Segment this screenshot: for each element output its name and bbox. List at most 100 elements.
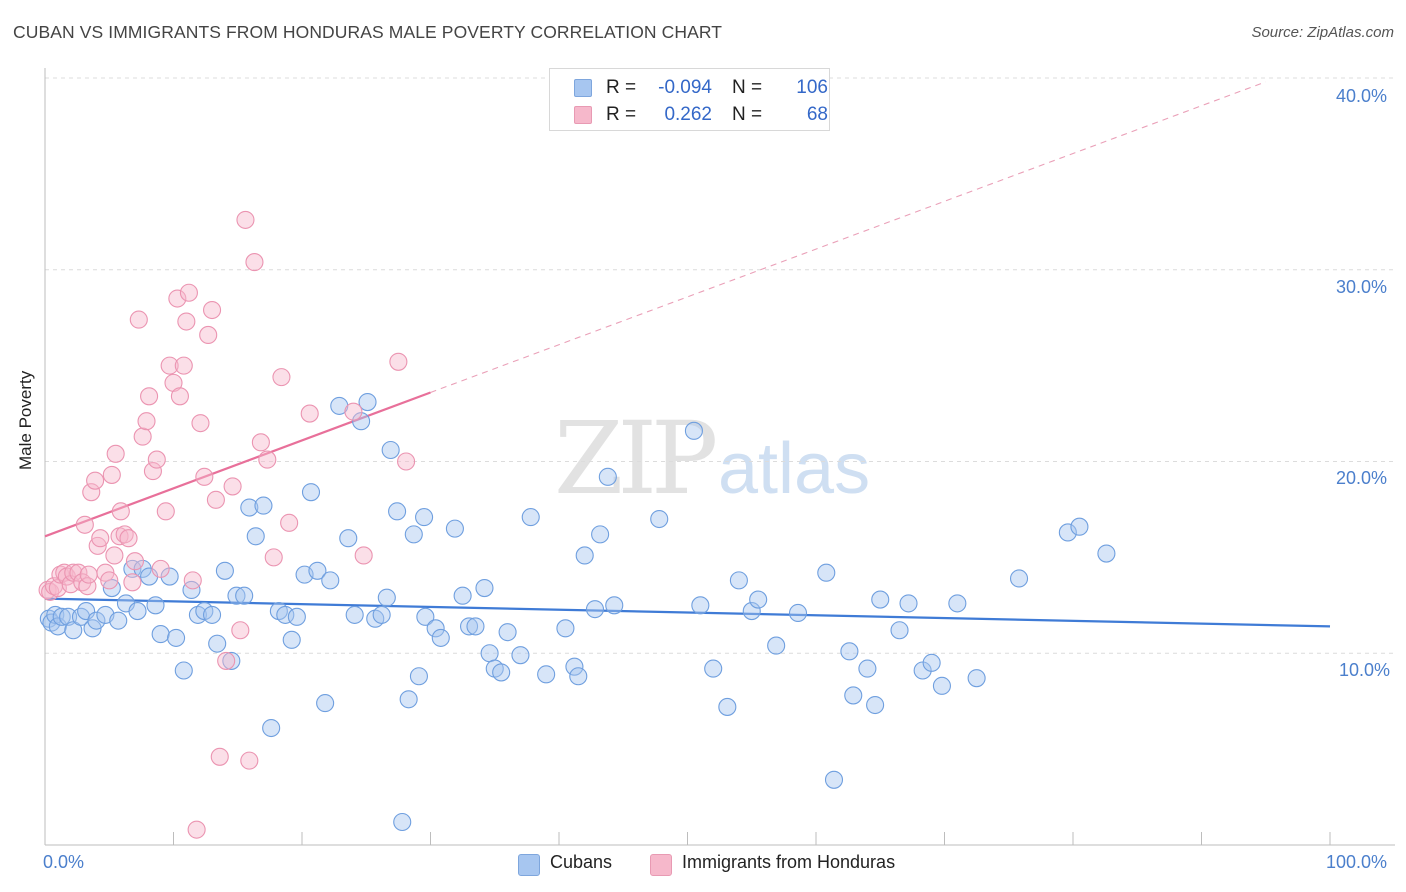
point-honduras bbox=[174, 356, 193, 375]
point-cubans bbox=[459, 617, 479, 636]
legend-r-label: R = bbox=[606, 104, 637, 125]
point-honduras bbox=[64, 563, 83, 582]
point-cubans bbox=[308, 561, 327, 580]
data-points bbox=[38, 210, 1116, 839]
point-cubans bbox=[182, 580, 201, 600]
point-cubans bbox=[301, 483, 321, 502]
point-cubans bbox=[240, 498, 259, 517]
correlation-legend: R = -0.094 N = 106 R = 0.262 N = 68 bbox=[549, 68, 830, 131]
point-honduras bbox=[160, 356, 179, 375]
point-cubans bbox=[475, 579, 494, 598]
point-cubans bbox=[321, 571, 340, 590]
point-cubans bbox=[1097, 544, 1116, 563]
point-honduras bbox=[125, 552, 144, 571]
point-cubans bbox=[345, 605, 364, 624]
point-cubans bbox=[684, 421, 703, 440]
point-honduras bbox=[140, 387, 159, 406]
point-honduras bbox=[258, 450, 277, 469]
series-cubans bbox=[39, 393, 1116, 832]
point-honduras bbox=[245, 253, 264, 272]
legend-n-value: 106 bbox=[796, 77, 828, 98]
point-cubans bbox=[109, 611, 128, 630]
point-honduras bbox=[102, 465, 121, 484]
watermark-atlas: atlas bbox=[718, 429, 871, 509]
bottom-legend-swatch-pink bbox=[650, 854, 672, 876]
point-honduras bbox=[223, 477, 242, 496]
point-cubans bbox=[71, 607, 91, 626]
point-cubans bbox=[399, 690, 418, 709]
point-cubans bbox=[372, 605, 391, 624]
point-honduras bbox=[129, 310, 148, 329]
y-tick-label-40: 40.0% bbox=[1336, 86, 1388, 106]
legend-r-value: -0.094 bbox=[658, 77, 712, 98]
point-cubans bbox=[316, 694, 335, 713]
point-cubans bbox=[426, 619, 445, 638]
point-cubans bbox=[844, 686, 863, 705]
point-honduras bbox=[123, 573, 142, 592]
point-honduras bbox=[231, 621, 250, 640]
point-cubans bbox=[174, 661, 193, 680]
point-cubans bbox=[948, 594, 967, 613]
point-cubans bbox=[416, 607, 435, 626]
point-cubans bbox=[767, 636, 786, 655]
point-honduras bbox=[168, 289, 187, 308]
point-cubans bbox=[287, 607, 306, 626]
point-honduras bbox=[137, 412, 156, 431]
point-cubans bbox=[466, 617, 485, 636]
point-cubans bbox=[1070, 517, 1089, 536]
point-cubans bbox=[59, 607, 78, 626]
y-tick-label-20: 20.0% bbox=[1336, 468, 1388, 488]
point-honduras bbox=[195, 467, 214, 486]
point-honduras bbox=[170, 387, 189, 406]
point-honduras bbox=[397, 452, 416, 471]
point-honduras bbox=[280, 513, 299, 532]
point-cubans bbox=[254, 496, 273, 515]
point-cubans bbox=[167, 628, 186, 647]
watermark-zip: ZIP bbox=[554, 400, 718, 517]
point-cubans bbox=[922, 653, 941, 672]
point-honduras bbox=[119, 529, 138, 548]
point-honduras bbox=[75, 515, 94, 534]
point-cubans bbox=[575, 546, 594, 565]
point-cubans bbox=[932, 676, 951, 695]
point-honduras bbox=[183, 571, 202, 590]
point-honduras bbox=[147, 450, 166, 469]
point-cubans bbox=[208, 634, 227, 653]
point-honduras bbox=[203, 300, 222, 320]
point-honduras bbox=[236, 210, 255, 229]
grid bbox=[45, 77, 1395, 654]
legend-swatch-pink bbox=[574, 106, 592, 124]
point-cubans bbox=[282, 630, 301, 649]
point-cubans bbox=[585, 600, 605, 619]
point-cubans bbox=[352, 412, 371, 431]
point-cubans bbox=[729, 571, 748, 590]
point-cubans bbox=[227, 586, 246, 605]
point-honduras bbox=[240, 751, 259, 770]
point-honduras bbox=[199, 325, 218, 344]
point-cubans bbox=[871, 590, 890, 609]
bottom-legend-label: Immigrants from Honduras bbox=[682, 852, 896, 872]
point-honduras bbox=[86, 471, 105, 490]
point-cubans bbox=[276, 605, 295, 624]
point-cubans bbox=[749, 590, 768, 609]
source-label: Source: ZipAtlas.com bbox=[1251, 24, 1394, 41]
point-cubans bbox=[967, 669, 986, 688]
point-honduras bbox=[100, 571, 119, 590]
legend-swatch-blue bbox=[574, 79, 592, 97]
trend-extension-honduras bbox=[430, 81, 1266, 393]
point-cubans bbox=[393, 812, 412, 832]
point-honduras bbox=[191, 414, 210, 433]
point-honduras bbox=[105, 546, 124, 565]
point-cubans bbox=[817, 563, 836, 582]
legend-r-label: R = bbox=[606, 77, 637, 98]
point-cubans bbox=[824, 770, 844, 789]
x-tick-label-min: 0.0% bbox=[43, 852, 85, 872]
point-cubans bbox=[691, 596, 710, 615]
y-tick-label-30: 30.0% bbox=[1336, 277, 1388, 297]
point-honduras bbox=[156, 502, 175, 521]
point-cubans bbox=[480, 644, 499, 663]
point-cubans bbox=[556, 619, 575, 638]
point-honduras bbox=[187, 820, 206, 839]
point-cubans bbox=[788, 603, 808, 623]
